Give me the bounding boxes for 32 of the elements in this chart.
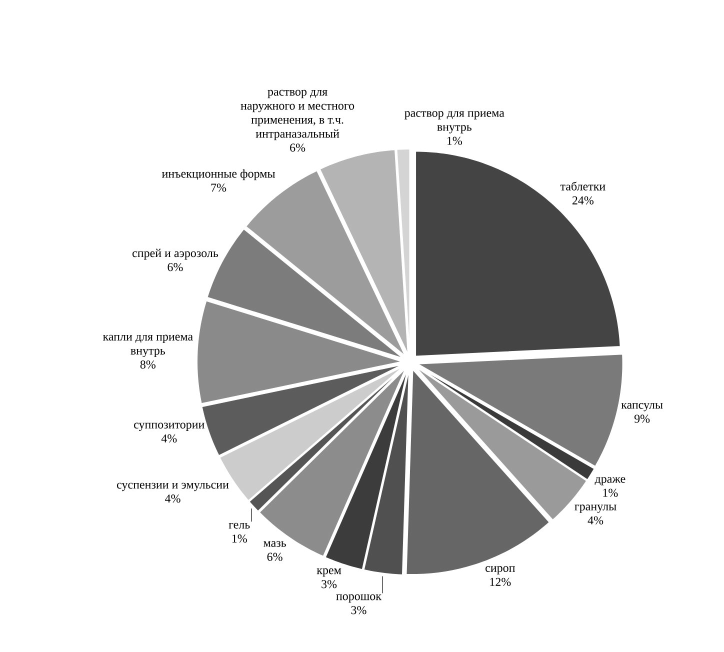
slice-label: инъекционные формы	[162, 169, 276, 180]
slice-label: сироп	[486, 566, 515, 574]
data-label: 9%	[634, 414, 650, 423]
slice-label: мазь	[264, 541, 286, 547]
data-label: 1%	[447, 136, 462, 145]
slice-label: капли для приема внутрь	[102, 334, 193, 358]
data-label: 7%	[211, 184, 226, 192]
slice-label: крем	[316, 568, 342, 577]
slice-label: таблетки	[560, 182, 606, 190]
data-label: 4%	[588, 516, 604, 524]
slice-label: раствор для приема внутрь	[404, 111, 504, 134]
slice-label: раствор для наружного и местного применения, в т.ч. интраназальный	[240, 90, 354, 140]
data-label: 6%	[168, 263, 183, 272]
slice-label: спрей и аэрозоль	[132, 248, 218, 260]
data-label: 1%	[232, 534, 247, 543]
data-label: 4%	[164, 494, 180, 503]
data-label: 6%	[290, 144, 306, 152]
data-label: 3%	[351, 606, 366, 614]
slice-label: капсулы	[621, 403, 663, 412]
data-label: 24%	[572, 196, 594, 204]
data-label: 6%	[267, 552, 282, 561]
slice-label: суспензии и эмульсии	[117, 482, 229, 492]
data-label: 8%	[140, 360, 156, 369]
data-label: 1%	[603, 488, 618, 497]
data-label: 12%	[490, 578, 511, 586]
slice-label: гранулы	[574, 504, 616, 513]
slice-label: драже	[594, 477, 626, 486]
data-label: 4%	[161, 434, 177, 443]
slice-label: суппозитории	[134, 422, 204, 431]
data-label: 3%	[322, 580, 337, 588]
slice-label: порошок	[336, 594, 382, 603]
slice-label: гель	[228, 522, 250, 529]
